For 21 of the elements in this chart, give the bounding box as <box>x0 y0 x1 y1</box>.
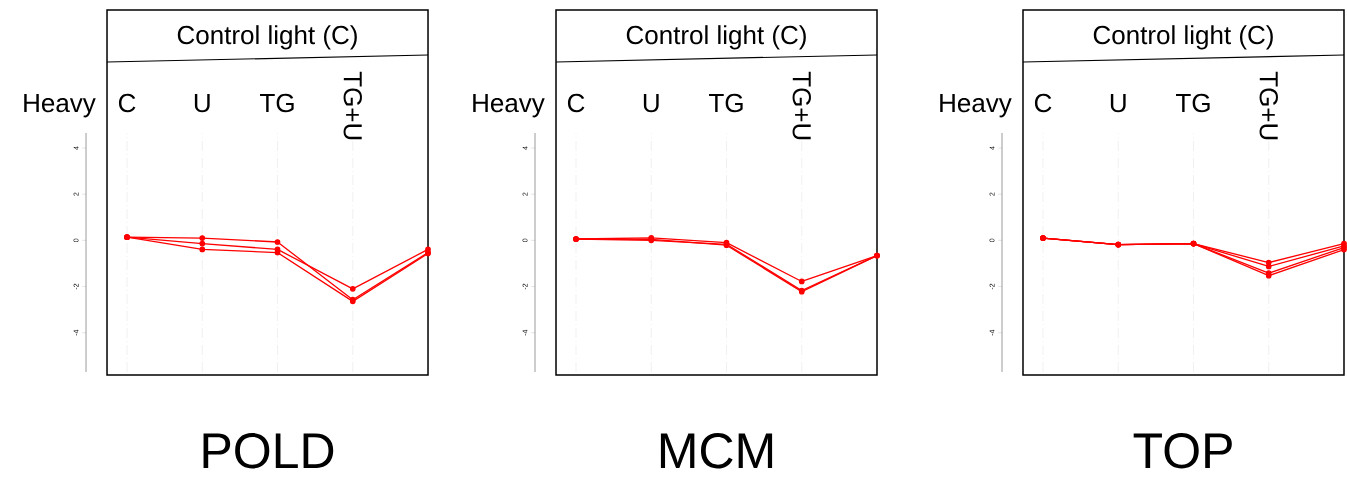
x-tick-label: TG+U <box>343 71 362 140</box>
x-axis-title: Heavy <box>940 94 1012 118</box>
x-tick-label: U <box>1110 94 1126 113</box>
x-tick-label: C <box>118 93 136 113</box>
text: TOP <box>1133 433 1232 469</box>
text: POLD <box>203 433 334 469</box>
x-tick-label: TG <box>1176 93 1210 113</box>
x-tick-label: C <box>1034 93 1052 113</box>
text: MCM <box>660 433 773 469</box>
x-axis-title: Heavy <box>24 94 96 118</box>
chart-title: Control light (C) <box>626 25 806 50</box>
x-tick-label: U <box>643 94 659 113</box>
x-tick-label: U <box>194 94 210 113</box>
x-tick-label: TG <box>709 93 743 113</box>
chart-title: Control light (C) <box>1093 25 1273 50</box>
chart-title: Control light (C) <box>177 25 357 50</box>
x-tick-label: C <box>567 93 585 113</box>
x-axis-title: Heavy <box>473 94 545 118</box>
x-tick-label: TG+U <box>1259 71 1278 140</box>
x-tick-label: TG <box>260 93 294 113</box>
x-tick-label: TG+U <box>792 71 811 140</box>
